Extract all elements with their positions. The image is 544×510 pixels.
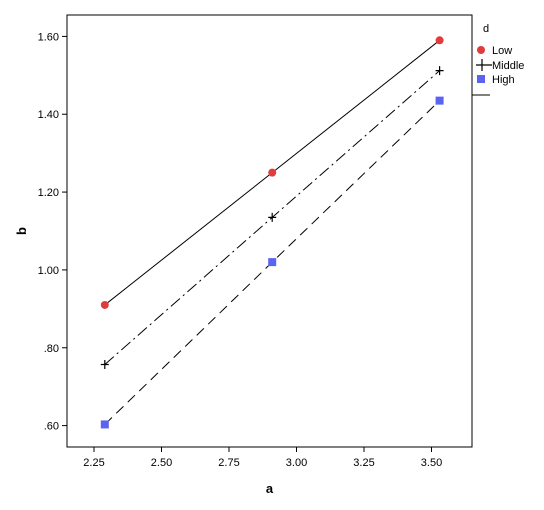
y-tick-label: 1.40 (38, 109, 59, 121)
data-point-low (100, 300, 109, 309)
plot-frame (66, 14, 473, 448)
legend-label-low: Low (492, 45, 512, 57)
x-tick-label: 3.50 (421, 457, 442, 469)
y-axis: .60 .80 1.00 1.20 1.40 1.60 (38, 31, 67, 433)
data-point-high (100, 420, 109, 429)
data-point-low (435, 36, 444, 45)
y-tick-label: 1.20 (38, 187, 59, 199)
x-axis: 2.25 2.50 2.75 3.00 3.25 3.50 (83, 447, 442, 469)
legend-label-high: High (492, 74, 515, 86)
x-tick-label: 2.75 (218, 457, 239, 469)
y-tick-label: .80 (44, 343, 59, 355)
series-middle (100, 66, 444, 369)
y-axis-title: b (14, 227, 29, 235)
x-tick-label: 2.50 (151, 457, 172, 469)
x-tick-label: 3.25 (353, 457, 374, 469)
series-low (100, 36, 444, 309)
series-high (100, 96, 444, 429)
legend-label-middle: Middle (492, 60, 524, 72)
x-tick-label: 2.25 (83, 457, 104, 469)
data-point-middle (268, 212, 277, 222)
data-point-low (268, 168, 277, 177)
y-tick-label: 1.60 (38, 31, 59, 43)
legend-marker-low (477, 46, 485, 54)
data-point-middle (100, 359, 109, 369)
legend: d Low Middle High (472, 23, 524, 96)
data-point-high (268, 258, 277, 267)
legend-title: d (483, 23, 489, 35)
x-tick-label: 3.00 (286, 457, 307, 469)
y-tick-label: .60 (44, 421, 59, 433)
x-axis-title: a (266, 481, 274, 496)
data-point-middle (435, 66, 444, 76)
series-layer (100, 36, 444, 429)
legend-marker-high (477, 75, 485, 83)
y-tick-label: 1.00 (38, 265, 59, 277)
legend-marker-middle (476, 59, 492, 71)
data-point-high (435, 96, 444, 105)
